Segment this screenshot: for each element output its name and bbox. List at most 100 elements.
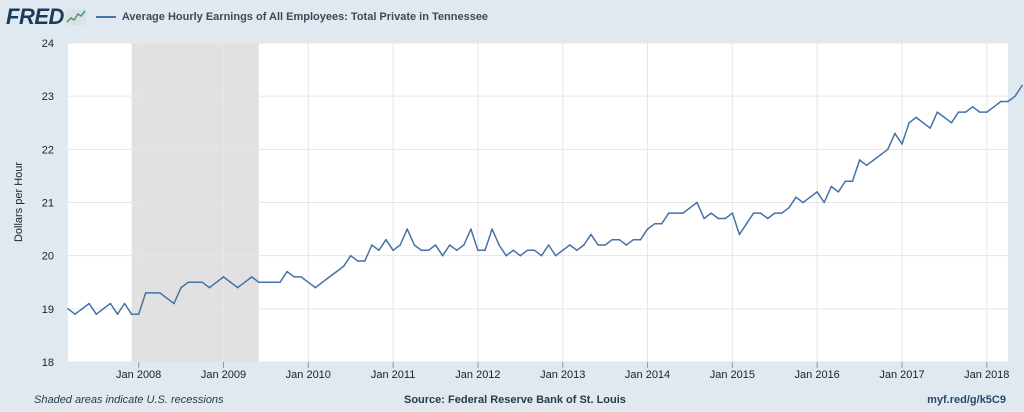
data-point-2012-06 — [512, 249, 515, 252]
data-point-2011-01 — [392, 249, 394, 252]
data-point-2008-03 — [152, 292, 154, 294]
data-point-2014-04 — [667, 212, 670, 214]
data-point-2013-05 — [590, 233, 592, 236]
data-point-2009-06 — [258, 281, 260, 284]
data-point-2007-06 — [88, 302, 91, 305]
data-point-2014-11 — [717, 217, 720, 220]
data-point-2015-12 — [809, 196, 811, 198]
data-point-2009-05 — [250, 276, 253, 278]
data-point-2012-09 — [533, 249, 536, 252]
data-point-2017-12 — [978, 111, 981, 113]
data-point-2008-08 — [187, 281, 189, 284]
data-point-2012-12 — [554, 254, 557, 257]
data-point-2016-03 — [830, 185, 833, 188]
data-point-2014-08 — [696, 201, 698, 204]
data-point-2011-08 — [441, 254, 444, 257]
data-point-2010-04 — [328, 276, 331, 278]
data-point-2007-10 — [116, 313, 119, 315]
data-point-2016-02 — [823, 201, 826, 204]
data-point-2016-07 — [858, 159, 861, 161]
data-point-2009-11 — [293, 276, 295, 278]
data-point-2009-01 — [222, 276, 225, 278]
data-point-2012-03 — [491, 228, 493, 230]
data-point-2007-08 — [102, 308, 105, 310]
data-point-2008-10 — [201, 281, 204, 284]
data-point-2018-02 — [993, 106, 995, 108]
data-point-2008-09 — [194, 281, 197, 284]
y-tick-label-22: 22 — [42, 144, 54, 156]
data-point-2010-09 — [364, 260, 366, 262]
source-note: Source: Federal Reserve Bank of St. Loui… — [404, 394, 626, 406]
data-point-2013-10 — [625, 244, 628, 246]
data-point-2014-12 — [724, 217, 727, 220]
data-point-2012-07 — [519, 254, 522, 257]
y-tick-label-18: 18 — [42, 357, 54, 369]
data-point-2015-06 — [766, 217, 769, 220]
data-point-2017-09 — [957, 111, 960, 113]
data-point-2010-06 — [342, 265, 345, 268]
chart-header: FRED Average Hourly Earnings of All Empl… — [6, 4, 488, 30]
data-point-2011-04 — [413, 244, 416, 246]
data-point-2014-06 — [682, 212, 684, 214]
data-point-2010-03 — [321, 281, 324, 284]
data-point-2010-07 — [349, 254, 352, 257]
data-point-2013-09 — [618, 238, 621, 241]
x-axis-ticks: Jan 2008 Jan 2009 Jan 2010 Jan 2011 Jan 2012… — [116, 362, 1009, 381]
x-tick-label-3: Jan 2011 — [371, 369, 415, 381]
data-point-2015-02 — [738, 233, 741, 236]
y-tick-label-21: 21 — [42, 198, 54, 210]
short-url-link[interactable]: myf.red/g/k5C9 — [927, 394, 1006, 406]
data-point-2017-03 — [915, 116, 917, 119]
data-point-2007-07 — [95, 313, 98, 315]
data-point-2018-03 — [1000, 100, 1002, 103]
data-point-2014-07 — [689, 207, 691, 209]
data-point-2012-04 — [498, 244, 500, 246]
legend-label[interactable]: Average Hourly Earnings of All Employees… — [121, 11, 489, 23]
y-axis-label: Dollars per Hour — [13, 162, 25, 242]
y-tick-label-24: 24 — [42, 38, 54, 50]
x-tick-label-10: Jan 2018 — [964, 369, 1009, 381]
data-point-2013-06 — [597, 244, 599, 246]
data-point-2010-11 — [378, 249, 380, 252]
data-point-2009-03 — [236, 286, 239, 289]
data-point-2009-08 — [272, 281, 274, 284]
data-point-2015-01 — [731, 212, 734, 214]
data-point-2015-07 — [773, 212, 776, 214]
fred-logo[interactable]: FRED — [6, 4, 64, 29]
x-tick-label-2: Jan 2010 — [286, 369, 331, 381]
data-point-2007-11 — [123, 302, 126, 305]
data-point-2017-11 — [971, 106, 974, 108]
data-point-2008-04 — [159, 292, 161, 294]
data-point-2011-07 — [434, 244, 437, 246]
x-tick-label-7: Jan 2015 — [710, 369, 755, 381]
data-point-2009-10 — [286, 270, 288, 273]
data-point-2010-10 — [371, 244, 373, 246]
data-point-2008-07 — [180, 286, 182, 289]
data-point-2015-04 — [752, 212, 755, 214]
data-point-2008-05 — [166, 297, 168, 300]
data-point-2018-04 — [1007, 100, 1009, 103]
series-line-0[interactable] — [67, 85, 1023, 315]
data-point-2011-11 — [462, 244, 465, 246]
legend-swatch — [95, 16, 116, 18]
data-point-2014-02 — [653, 222, 656, 225]
data-point-2016-05 — [844, 180, 847, 183]
data-point-2012-11 — [547, 244, 550, 246]
data-point-2010-01 — [307, 281, 310, 284]
x-tick-label-9: Jan 2017 — [879, 369, 924, 381]
data-point-2017-06 — [936, 111, 939, 113]
data-point-2009-12 — [300, 276, 303, 278]
x-tick-label-4: Jan 2012 — [455, 369, 500, 381]
data-point-2017-10 — [964, 111, 967, 113]
x-tick-label-0: Jan 2008 — [116, 369, 161, 381]
data-point-2016-12 — [894, 132, 896, 135]
data-point-2018-01 — [985, 111, 988, 113]
data-point-2013-12 — [639, 238, 642, 241]
data-point-2017-08 — [950, 121, 953, 124]
data-point-2014-10 — [710, 212, 712, 214]
data-point-2013-11 — [632, 238, 635, 241]
data-point-2009-07 — [265, 281, 267, 284]
data-point-2016-06 — [851, 180, 854, 183]
data-point-2015-11 — [802, 201, 804, 204]
